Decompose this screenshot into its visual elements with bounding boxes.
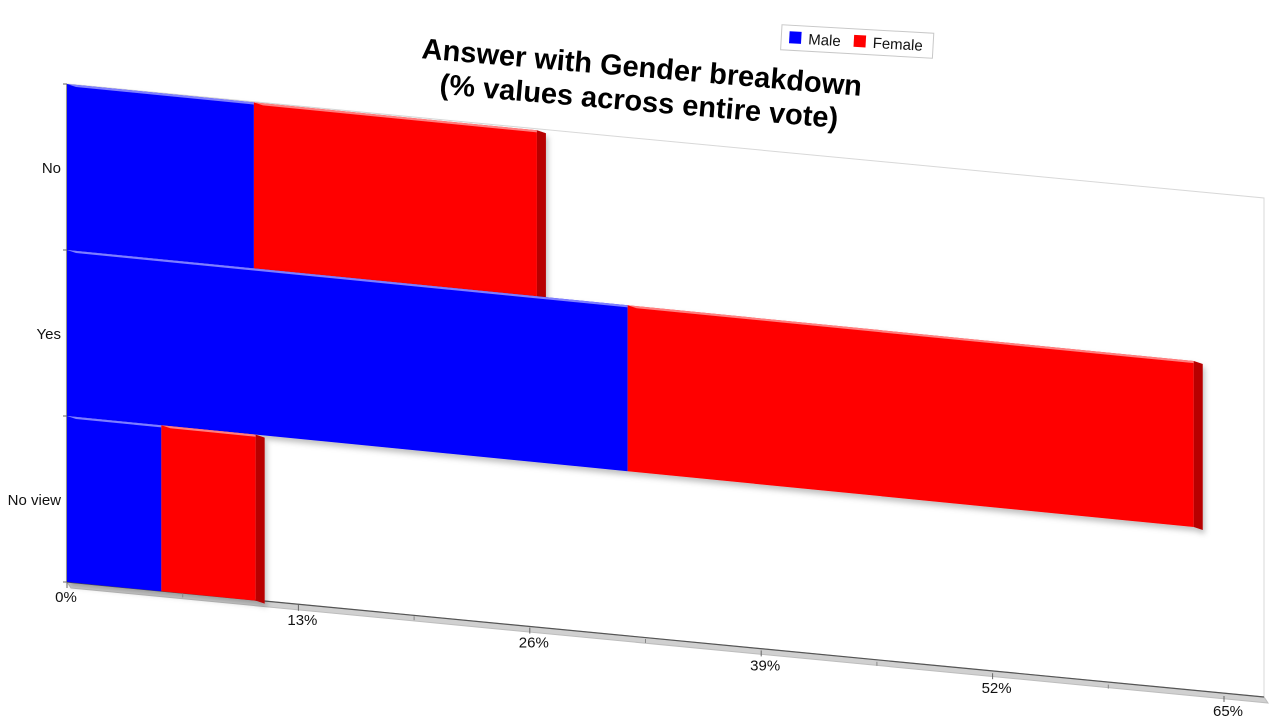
x-tick-label: 39% [750, 657, 780, 674]
x-tick-label: 13% [287, 612, 317, 629]
bar-top-male-no [67, 84, 263, 106]
bar-top-male-yes [67, 250, 637, 309]
x-tick-label: 0% [55, 589, 77, 606]
legend-swatch-male [788, 31, 802, 44]
bar-side-female-yes [1193, 361, 1203, 531]
bar-group-no [67, 84, 546, 300]
x-tick-labels: 0% 13% 26% 39% 52% 65% [55, 589, 1243, 720]
bar-male-yes [67, 250, 628, 472]
bar-side-female-no-view [255, 434, 265, 604]
bar-group-yes [67, 250, 1203, 531]
x-axis-line [66, 581, 1265, 698]
legend: Male Female [780, 24, 935, 59]
legend-swatch-female [853, 34, 867, 48]
legend-label-female: Female [872, 35, 923, 55]
category-label: No [42, 160, 61, 177]
category-label: Yes [37, 326, 61, 343]
x-axis-floor [66, 581, 1269, 704]
bar-top-female-no-view [161, 425, 265, 438]
bar-side-female-no [536, 130, 546, 300]
bar-female-yes [627, 305, 1194, 528]
bar-series-group [67, 84, 1203, 604]
bar-top-female-no [253, 102, 546, 134]
bar-group-no-view [67, 416, 265, 604]
bar-top-female-yes [627, 305, 1203, 365]
category-label: No view [8, 492, 62, 509]
bar-male-no-view [67, 416, 162, 592]
x-tick-label: 65% [1213, 703, 1243, 720]
category-labels: No Yes No view [8, 160, 62, 509]
plot-back-wall [66, 83, 1265, 697]
legend-label-male: Male [808, 31, 841, 50]
axis-ticks-group [63, 83, 1225, 702]
x-tick-label: 26% [519, 635, 549, 652]
bar-top-male-no-view [67, 416, 171, 429]
bar-female-no [253, 102, 537, 297]
bar-male-no [67, 84, 254, 269]
bar-female-no-view [161, 425, 256, 601]
x-tick-label: 52% [982, 680, 1012, 697]
